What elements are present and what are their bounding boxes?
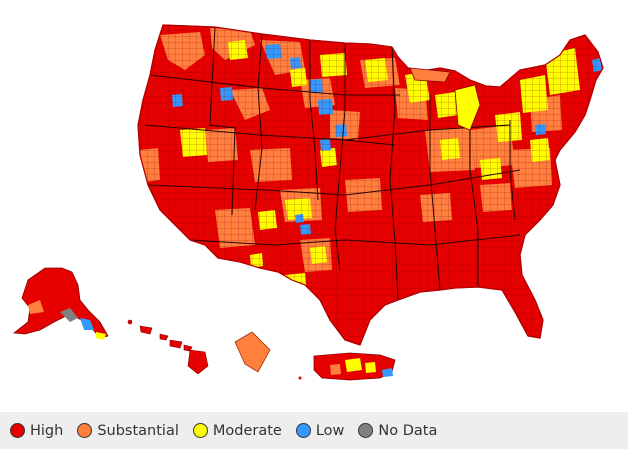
legend-item-low[interactable]: Low (295, 422, 345, 439)
legend-label-substantial: Substantial (97, 422, 179, 439)
legend-item-substantial[interactable]: Substantial (77, 423, 179, 439)
state-borders (144, 26, 521, 301)
alaska-shape (12, 267, 109, 340)
moderate-swatch-icon (192, 423, 208, 438)
legend-label-high: High (30, 422, 64, 439)
territory-shape (234, 331, 271, 373)
substantial-swatch-icon (77, 423, 93, 438)
legend-label-no-data: No Data (378, 422, 438, 439)
michigan-upper-peninsula (409, 67, 451, 83)
us-county-transmission-map[interactable] (0, 0, 628, 408)
legend-item-moderate[interactable]: Moderate (192, 422, 282, 439)
legend: High Substantial Moderate Low No Data (0, 412, 628, 449)
high-swatch-icon (10, 423, 25, 438)
legend-item-high[interactable]: High (10, 423, 63, 439)
legend-label-moderate: Moderate (212, 422, 282, 439)
hawaii-shape (127, 319, 209, 375)
no-data-swatch-icon (358, 423, 374, 438)
legend-label-low: Low (315, 422, 345, 439)
low-swatch-icon (295, 423, 311, 438)
michigan-lower-peninsula (454, 84, 481, 131)
puerto-rico-shape (298, 352, 396, 381)
legend-item-no-data[interactable]: No Data (358, 423, 437, 439)
